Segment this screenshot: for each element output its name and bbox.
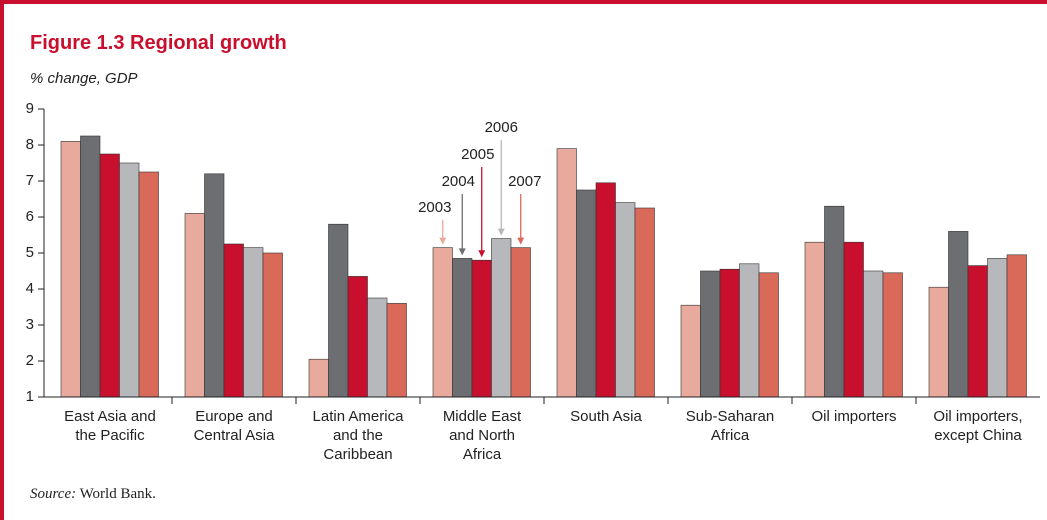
bar — [138, 171, 159, 398]
x-tick-label: Oil importers, except China — [933, 408, 1023, 444]
bar — [328, 223, 349, 398]
bar — [739, 263, 760, 398]
bar — [700, 270, 721, 398]
bar — [452, 258, 473, 398]
legend-arrowhead — [439, 237, 447, 245]
legend-arrowhead — [497, 228, 505, 236]
x-tick-label: South Asia — [570, 408, 642, 425]
bar — [758, 272, 779, 398]
bar — [386, 303, 407, 398]
bar — [948, 231, 969, 398]
bar — [804, 241, 825, 398]
source-text: World Bank. — [79, 486, 156, 502]
bar — [719, 268, 740, 398]
x-tick-label: East Asia and the Pacific — [64, 408, 156, 444]
bar — [347, 276, 368, 398]
bar — [119, 162, 140, 398]
frame — [0, 0, 4, 520]
x-tick-label: Latin America and the Caribbean — [312, 408, 404, 463]
bar — [243, 247, 264, 398]
bar — [680, 304, 701, 398]
bar — [863, 270, 884, 398]
x-tick-label: Oil importers — [811, 408, 897, 425]
bar — [987, 258, 1008, 398]
bar — [60, 141, 81, 398]
bar — [595, 182, 616, 398]
bar — [882, 272, 903, 398]
bar — [184, 213, 205, 398]
frame — [0, 0, 1047, 4]
axis-unit: % change, GDP — [30, 70, 138, 87]
bar — [432, 247, 453, 398]
y-tick-label: 8 — [26, 136, 34, 153]
bar — [491, 238, 512, 398]
bar — [308, 358, 329, 398]
y-tick-label: 3 — [26, 316, 34, 333]
legend-label: 2004 — [442, 173, 475, 190]
bar — [80, 135, 101, 398]
bar — [223, 243, 244, 398]
legend-label: 2006 — [485, 119, 518, 136]
bar — [824, 205, 845, 398]
y-tick-label: 7 — [26, 172, 34, 189]
y-tick-label: 5 — [26, 244, 34, 261]
bar — [204, 173, 225, 398]
bar — [510, 247, 531, 398]
bar — [576, 189, 597, 398]
x-tick-label: Europe and Central Asia — [193, 408, 275, 444]
y-tick-label: 4 — [26, 280, 34, 297]
bar — [843, 241, 864, 398]
legend-label: 2007 — [508, 173, 541, 190]
bar — [471, 259, 492, 398]
source: Source: World Bank. — [30, 486, 156, 503]
y-tick-label: 9 — [26, 100, 34, 117]
bar — [967, 265, 988, 398]
bar — [556, 148, 577, 398]
x-tick-label: Middle East and North Africa — [442, 408, 522, 463]
bar — [367, 297, 388, 398]
chart-title: Figure 1.3 Regional growth — [30, 32, 287, 54]
source-label: Source: — [30, 486, 77, 502]
legend-arrowhead — [458, 248, 466, 256]
y-tick-label: 2 — [26, 352, 34, 369]
bar — [634, 207, 655, 398]
bar — [1006, 254, 1027, 398]
x-tick-label: Sub-Saharan Africa — [685, 408, 775, 444]
y-tick-label: 1 — [26, 388, 34, 405]
bar — [615, 202, 636, 398]
legend-label: 2005 — [461, 146, 494, 163]
legend-arrowhead — [517, 237, 525, 245]
y-tick-label: 6 — [26, 208, 34, 225]
bar — [262, 252, 283, 398]
bar — [99, 153, 120, 398]
legend-arrowhead — [478, 250, 486, 258]
bar — [928, 286, 949, 398]
legend-label: 2003 — [418, 199, 451, 216]
